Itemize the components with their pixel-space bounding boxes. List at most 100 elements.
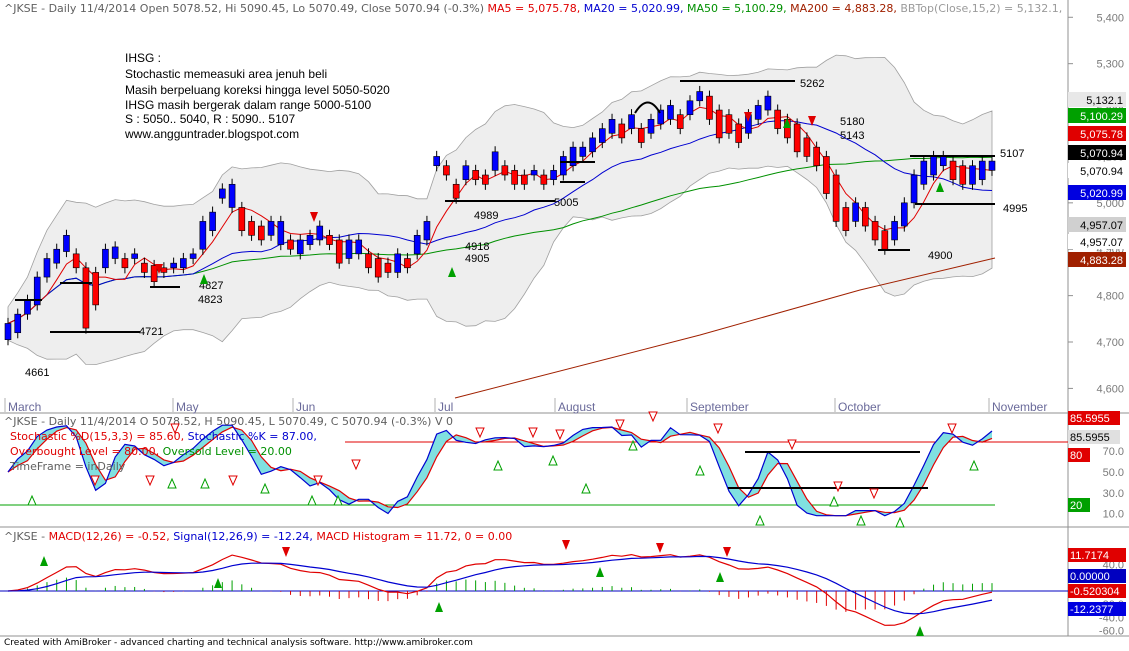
- up-arrow-icon: [548, 454, 558, 466]
- header-segment: BBTop(Close,15,2) = 5,132.1,: [897, 2, 1062, 15]
- candle-body: [628, 114, 635, 129]
- month-label: September: [690, 400, 749, 414]
- candle-body: [228, 183, 236, 208]
- note-line: S : 5050.. 5040, R : 5090.. 5107: [125, 112, 295, 126]
- stoch-badges: 85.5955 85.5955 80 20: [1068, 411, 1120, 512]
- up-arrow-icon: [716, 572, 724, 582]
- level-label: 4661: [25, 367, 49, 379]
- macd-badge: [1068, 602, 1126, 616]
- header-segment: Signal(12,26,9) = -12.24,: [170, 530, 313, 543]
- candlesticks: [4, 85, 996, 346]
- up-arrow-icon: [435, 602, 443, 612]
- note-line: www.angguntrader.blogspot.com: [124, 127, 299, 141]
- candle-body: [24, 299, 31, 315]
- candle-body: [550, 170, 557, 180]
- stoch-badge-label: 20: [1070, 500, 1082, 512]
- note-line: IHSG :: [125, 51, 161, 65]
- up-arrow-icon: [333, 494, 343, 506]
- down-arrow-icon: [723, 547, 731, 557]
- down-arrow-icon: [562, 540, 570, 550]
- candle-body: [180, 258, 187, 269]
- price-axis: 4,6004,7004,8004,9005,0005,1005,2005,300…: [1068, 12, 1124, 395]
- candle-body: [793, 123, 801, 153]
- up-arrow-icon: [916, 626, 924, 636]
- candle-body: [287, 239, 294, 250]
- axis-tick-label: 4,800: [1096, 291, 1124, 303]
- level-label: 5005: [554, 197, 578, 209]
- price-header: ^JKSE - Daily 11/4/2014 Open 5078.52, Hi…: [4, 2, 1062, 15]
- price-badge-label: 5,070.94: [1080, 148, 1123, 160]
- candle-body: [296, 239, 304, 255]
- stoch-fill: [8, 425, 992, 516]
- candle-body: [170, 262, 177, 269]
- header-segment: ^JKSE - Daily 11/4/2014 Open 5078.52, Hi…: [4, 2, 484, 15]
- candle-body: [462, 165, 470, 180]
- stoch-d-line: [7, 426, 993, 517]
- candle-body: [501, 165, 509, 176]
- candle-body: [823, 156, 830, 194]
- price-badge-label: 5,020.99: [1080, 188, 1123, 200]
- candle-body: [92, 272, 99, 306]
- price-badge-label: 5,132.1: [1086, 95, 1123, 107]
- down-arrow-icon: [170, 423, 180, 435]
- down-arrow-icon: [228, 475, 238, 487]
- candle-body: [384, 262, 392, 273]
- candle-body: [63, 235, 70, 252]
- axis-tick-label: 4,700: [1096, 337, 1124, 349]
- candle-body: [33, 276, 41, 306]
- up-arrow-icon: [307, 494, 317, 506]
- candle-body: [219, 188, 226, 199]
- down-arrow-icon: [869, 488, 879, 500]
- candle-body: [901, 202, 908, 227]
- stoch-timeframe: TimeFrame = inDaily: [9, 460, 126, 473]
- candle-body: [4, 323, 12, 340]
- macd-badge: [1068, 584, 1126, 598]
- header-segment: MA50 = 5,100.29,: [683, 2, 786, 15]
- candle-body: [589, 137, 596, 153]
- stoch-badge: [1068, 411, 1120, 425]
- macd-badge-label: -0.520304: [1070, 586, 1120, 598]
- candle-body: [715, 109, 723, 139]
- candle-body: [686, 100, 694, 115]
- macd-pane[interactable]: [0, 528, 1068, 636]
- candle-body: [696, 91, 704, 102]
- candle-body: [579, 146, 587, 157]
- stoch-badge-label: 80: [1070, 450, 1082, 462]
- candle-body: [667, 105, 674, 120]
- up-arrow-icon: [829, 495, 839, 507]
- candle-body: [394, 253, 402, 273]
- header-segment: ^JKSE - Daily 11/4/2014 O 5078.52, H 509…: [4, 415, 453, 428]
- candle-body: [881, 230, 889, 250]
- stoch-header-line1: ^JKSE - Daily 11/4/2014 O 5078.52, H 509…: [4, 415, 453, 428]
- level-label: 4721: [139, 326, 163, 338]
- candle-body: [657, 109, 665, 125]
- up-arrow-icon: [40, 556, 48, 566]
- candle-body: [988, 160, 996, 171]
- up-arrow-icon: [260, 482, 270, 494]
- candle-body: [676, 114, 684, 129]
- candle-body: [306, 235, 314, 245]
- up-arrow-icon: [856, 514, 866, 526]
- axis-tick-label: 5,000: [1096, 198, 1124, 210]
- candle-body: [706, 95, 713, 120]
- month-label: May: [176, 400, 199, 414]
- candle-body: [774, 109, 781, 129]
- macd-badge-label: 11.7174: [1070, 550, 1109, 562]
- down-arrow-icon: [787, 439, 797, 451]
- candle-body: [365, 253, 372, 269]
- header-segment: Overbought Level = 80.00,: [10, 445, 159, 458]
- candle-body: [647, 119, 655, 134]
- level-label: 5180: [840, 116, 864, 128]
- candle-body: [404, 258, 411, 269]
- candle-body: [949, 160, 957, 180]
- level-label: 4905: [465, 253, 489, 265]
- axis-tick-label: 4,600: [1096, 383, 1124, 395]
- price-badge: [1068, 145, 1126, 160]
- header-segment: MA5 = 5,075.78,: [484, 2, 580, 15]
- candle-body: [540, 174, 548, 185]
- level-label: 4900: [928, 250, 952, 262]
- down-arrow-icon: [313, 475, 323, 487]
- candle-body: [433, 156, 440, 167]
- candle-body: [14, 313, 22, 334]
